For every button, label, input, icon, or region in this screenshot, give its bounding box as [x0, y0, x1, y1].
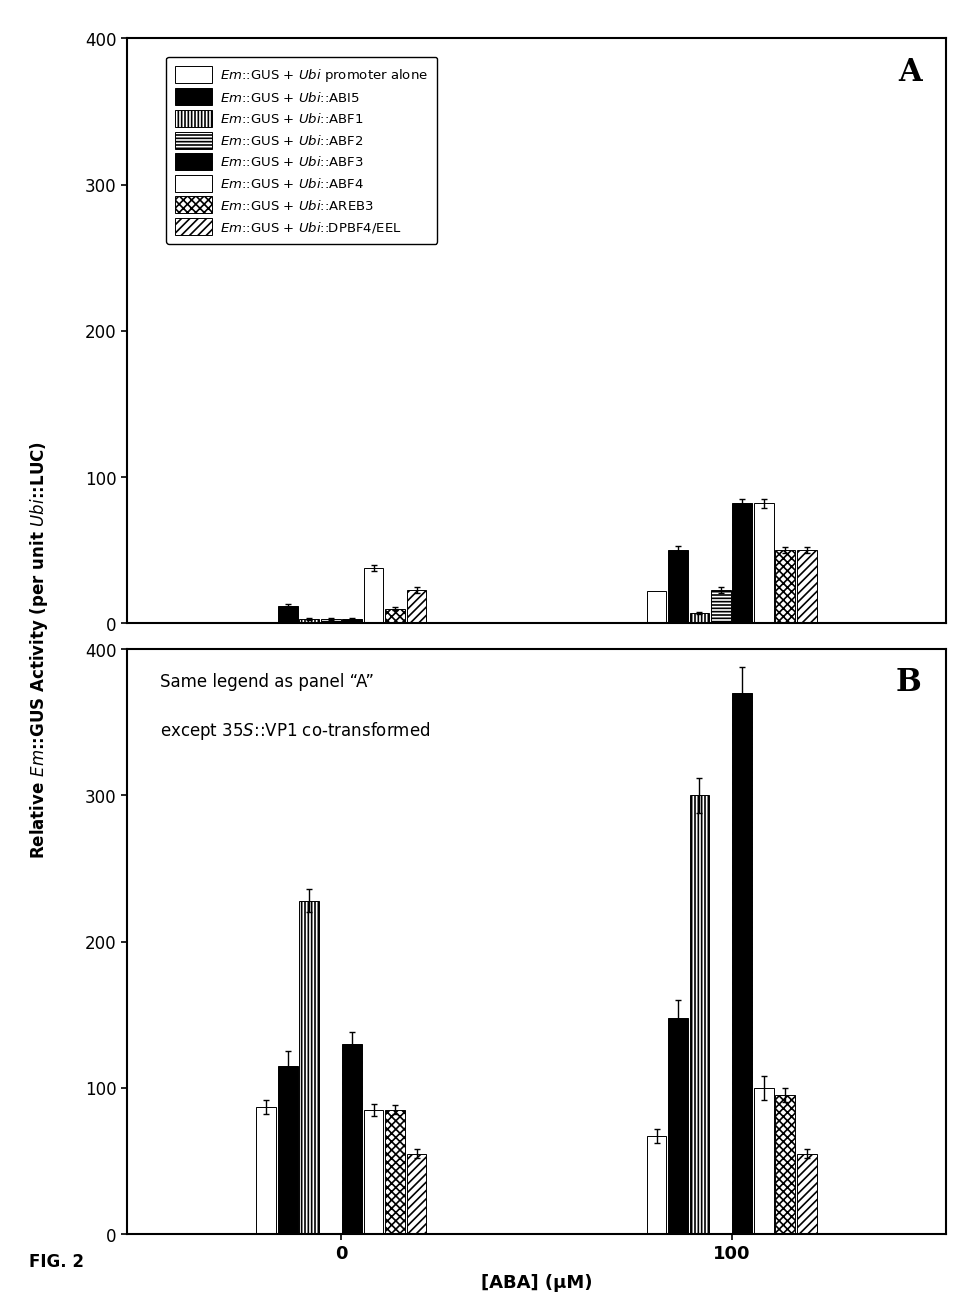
Bar: [321, 620, 340, 624]
X-axis label: [ABA] (μM): [ABA] (μM): [481, 1273, 592, 1291]
Bar: [797, 1154, 816, 1234]
Bar: [754, 1089, 773, 1234]
Bar: [689, 613, 709, 624]
Text: A: A: [898, 57, 921, 87]
Bar: [299, 902, 319, 1234]
Bar: [256, 622, 276, 624]
Text: FIG. 2: FIG. 2: [29, 1252, 84, 1270]
Text: Relative $\it{Em}$::GUS Activity (per unit $\it{Ubi}$::LUC): Relative $\it{Em}$::GUS Activity (per un…: [28, 440, 50, 859]
Bar: [299, 620, 319, 624]
Bar: [407, 590, 426, 624]
Text: Same legend as panel “A”: Same legend as panel “A”: [160, 673, 373, 691]
Bar: [364, 568, 383, 624]
Text: except $\it{35S}$::VP1 co-transformed: except $\it{35S}$::VP1 co-transformed: [160, 720, 430, 742]
Bar: [754, 504, 773, 624]
Bar: [732, 694, 752, 1234]
Bar: [646, 591, 666, 624]
Bar: [385, 609, 405, 624]
Bar: [668, 1018, 687, 1234]
Text: B: B: [895, 668, 921, 698]
Bar: [407, 1154, 426, 1234]
Bar: [689, 795, 709, 1234]
Bar: [775, 1095, 795, 1234]
Bar: [278, 1066, 297, 1234]
Bar: [256, 1107, 276, 1234]
Bar: [797, 551, 816, 624]
Bar: [646, 1137, 666, 1234]
Bar: [711, 590, 730, 624]
Bar: [385, 1109, 405, 1234]
Bar: [364, 1109, 383, 1234]
Bar: [668, 551, 687, 624]
Bar: [342, 1044, 362, 1234]
Bar: [278, 605, 297, 624]
Bar: [342, 620, 362, 624]
Legend: $\it{Em}$::GUS + $\it{Ubi}$ promoter alone, $\it{Em}$::GUS + $\it{Ubi}$::ABI5, $: $\it{Em}$::GUS + $\it{Ubi}$ promoter alo…: [166, 57, 437, 244]
Bar: [732, 504, 752, 624]
Bar: [775, 551, 795, 624]
